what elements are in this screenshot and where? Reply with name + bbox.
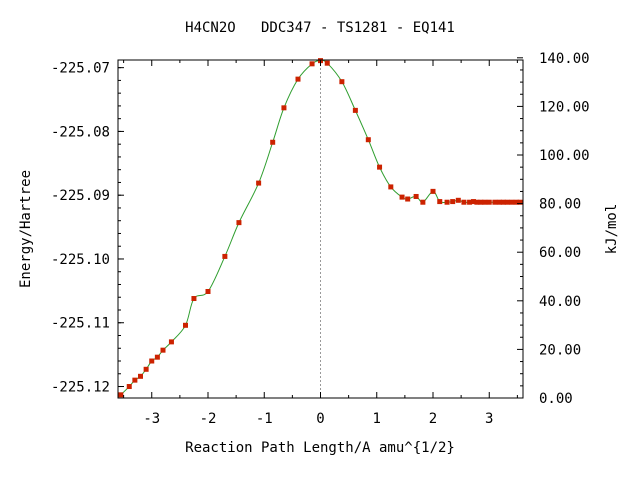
- data-point: [352, 107, 358, 113]
- y2-tick-label: 140.00: [539, 51, 590, 67]
- data-point: [461, 199, 467, 205]
- data-point: [270, 139, 276, 145]
- data-point: [517, 199, 523, 205]
- data-point: [132, 377, 138, 383]
- data-point: [365, 137, 371, 143]
- data-point: [474, 199, 480, 205]
- y2-tick-label: 60.00: [539, 245, 581, 261]
- y2-tick-label: 0.00: [539, 391, 573, 407]
- data-point: [138, 373, 143, 379]
- data-point: [236, 220, 242, 226]
- y-tick-label: -225.10: [51, 252, 110, 268]
- y2-tick-label: 40.00: [539, 294, 581, 310]
- data-point: [183, 322, 188, 328]
- data-point: [399, 194, 405, 200]
- data-point: [467, 199, 473, 205]
- data-point: [450, 199, 456, 205]
- chart-title: H4CN2O DDC347 - TS1281 - EQ141: [185, 20, 455, 36]
- data-point: [444, 199, 450, 205]
- y2-tick-label: 20.00: [539, 342, 581, 358]
- data-point: [471, 199, 476, 205]
- data-point: [339, 79, 345, 85]
- data-point: [437, 199, 443, 205]
- data-point: [149, 358, 155, 364]
- data-point: [324, 60, 330, 66]
- data-point: [405, 196, 411, 202]
- data-point: [205, 288, 211, 294]
- y-tick-label: -225.08: [51, 124, 110, 140]
- x-tick-label: 3: [485, 411, 493, 427]
- y-tick-label: -225.11: [51, 316, 110, 332]
- y-tick-label: -225.07: [51, 61, 110, 77]
- data-point: [486, 199, 492, 205]
- y2-axis-label: kJ/mol: [604, 204, 620, 255]
- data-point: [191, 296, 197, 302]
- data-point: [504, 199, 510, 205]
- data-point: [143, 366, 149, 372]
- y2-tick-label: 80.00: [539, 197, 581, 213]
- data-point: [430, 188, 436, 194]
- y-axis-ticks: -225.07 -225.08 -225.09 -225.10 -225.11 -225.…: [51, 61, 124, 396]
- data-point: [388, 184, 394, 190]
- y2-tick-label: 120.00: [539, 99, 590, 115]
- data-point: [168, 339, 174, 345]
- data-point: [420, 199, 426, 205]
- data-point: [126, 384, 132, 390]
- data-points: [118, 58, 523, 398]
- data-point: [413, 193, 419, 199]
- y-tick-label: -225.09: [51, 188, 110, 204]
- data-point: [455, 197, 461, 203]
- data-point: [478, 199, 484, 205]
- data-point: [496, 199, 502, 205]
- data-point: [160, 347, 166, 353]
- data-point: [295, 76, 301, 82]
- x-axis-ticks: -3 -2 -1 0 1 2 3: [123, 60, 518, 427]
- data-point: [377, 164, 383, 170]
- data-point: [256, 180, 262, 186]
- data-point: [118, 392, 124, 398]
- data-point: [281, 105, 287, 111]
- data-point: [154, 354, 160, 360]
- data-point: [222, 253, 228, 259]
- x-tick-label: 1: [373, 411, 381, 427]
- x-tick-label: 2: [429, 411, 437, 427]
- data-point: [509, 199, 515, 205]
- x-axis-label: Reaction Path Length/A amu^{1/2}: [185, 440, 455, 456]
- data-point: [492, 199, 498, 205]
- y-axis-label: Energy/Hartree: [18, 170, 34, 288]
- x-tick-label: 0: [316, 411, 324, 427]
- data-point: [500, 199, 506, 205]
- y-tick-label: -225.12: [51, 380, 110, 396]
- data-point: [309, 61, 315, 67]
- x-tick-label: -3: [143, 411, 160, 427]
- y2-axis-ticks: 0.00 20.00 40.00 60.00 80.00 100.00 120.00 140.…: [517, 51, 590, 407]
- data-point: [513, 199, 519, 205]
- x-tick-label: -2: [200, 411, 217, 427]
- data-point: [482, 199, 488, 205]
- x-tick-label: -1: [256, 411, 273, 427]
- y2-tick-label: 100.00: [539, 148, 590, 164]
